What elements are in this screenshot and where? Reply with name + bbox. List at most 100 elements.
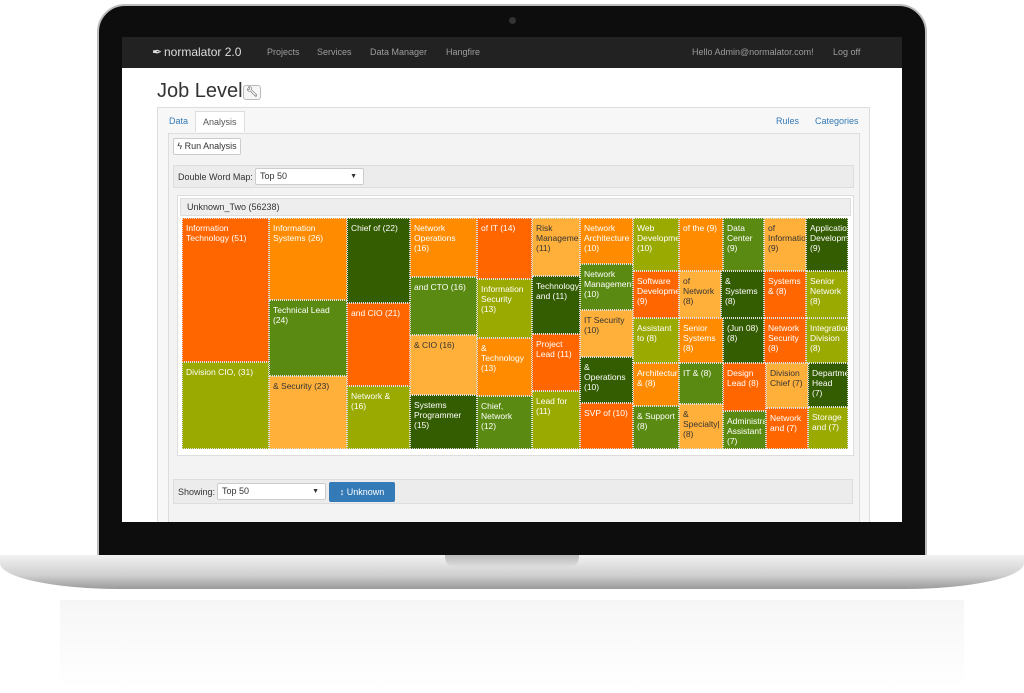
treemap-cell[interactable]: Lead for (11) [532, 391, 580, 449]
treemap-cell[interactable]: & Support (8) [633, 406, 679, 449]
treemap-cell[interactable]: of Information (9) [764, 218, 806, 271]
treemap-cell[interactable]: Assistant to (8) [633, 318, 679, 363]
treemap-cell[interactable]: Technology and (11) [532, 276, 580, 334]
wrench-icon[interactable]: 🔧︎ [243, 85, 261, 100]
treemap-cell[interactable]: Integration Division (8) [806, 318, 848, 363]
treemap-cell[interactable]: Architecture & (8) [633, 363, 679, 406]
treemap-cell[interactable]: Network Management (10) [580, 264, 633, 310]
unknown-button[interactable]: ↕ Unknown [329, 482, 395, 502]
treemap-cell-label: IT Security (10) [584, 315, 625, 335]
brand-link[interactable]: normalator 2.0 [164, 45, 242, 59]
treemap-cell-label: Chief of (22) [351, 223, 398, 233]
treemap-cell[interactable]: Network & (16) [347, 386, 410, 449]
treemap-cell[interactable]: & Technology (13) [477, 338, 532, 396]
showing-label: Showing: [178, 487, 216, 497]
nav-hangfire[interactable]: Hangfire [446, 47, 481, 57]
double-word-map-select[interactable]: Top 50 ▼ [255, 168, 364, 185]
treemap-cell-label: Senior Network (8) [810, 276, 842, 306]
showing-select[interactable]: Top 50 ▼ [217, 483, 326, 500]
treemap-cell[interactable]: and CTO (16) [410, 277, 477, 335]
treemap-cell-label: and CIO (21) [351, 308, 401, 318]
logoff-link[interactable]: Log off [833, 47, 861, 57]
treemap-cell-label: Architecture & (8) [637, 368, 679, 388]
treemap-root-header[interactable]: Unknown_Two (56238) [180, 198, 851, 216]
treemap-cell[interactable]: Information Security (13) [477, 279, 532, 338]
treemap: Information Technology (51) Division CIO,… [182, 218, 848, 449]
tab-data[interactable]: Data [169, 116, 189, 126]
treemap-cell-label: Division CIO, (31) [186, 367, 254, 377]
treemap-cell[interactable]: Division Chief (7) [766, 363, 808, 408]
treemap-cell[interactable]: Senior Systems (8) [679, 318, 723, 363]
quill-icon: ✒ [152, 45, 163, 59]
treemap-cell[interactable]: Project Lead (11) [532, 334, 580, 391]
treemap-cell[interactable]: of Network (8) [679, 271, 721, 318]
arrow-icon: ↕ [339, 487, 345, 497]
treemap-cell-label: Network Operations (16) [414, 223, 456, 253]
treemap-cell-label: Senior Systems (8) [683, 323, 716, 353]
treemap-cell-label: (Jun 08) (8) [727, 323, 759, 343]
tab-rules[interactable]: Rules [776, 116, 800, 126]
treemap-cell-label: & Specialty| (8) [683, 409, 720, 439]
nav-data-manager[interactable]: Data Manager [370, 47, 428, 57]
tab-analysis[interactable]: Analysis [195, 111, 245, 132]
treemap-cell-label: Information Systems (26) [273, 223, 324, 243]
treemap-cell-label: & Operations (10) [584, 362, 626, 392]
treemap-cell-label: Assistant to (8) [637, 323, 672, 343]
laptop-notch [445, 555, 579, 567]
treemap-cell[interactable]: and CIO (21) [347, 303, 410, 386]
treemap-cell[interactable]: Network Security (8) [764, 318, 806, 363]
treemap-cell[interactable]: IT Security (10) [580, 310, 633, 357]
treemap-cell[interactable]: Chief, Network (12) [477, 396, 532, 449]
treemap-cell-label: Chief, Network (12) [481, 401, 513, 431]
treemap-cell[interactable]: Software Development (9) [633, 271, 679, 318]
treemap-cell-label: Information Technology (51) [186, 223, 247, 243]
treemap-cell[interactable]: Design Lead (8) [723, 363, 766, 411]
treemap-cell[interactable]: (Jun 08) (8) [723, 318, 764, 363]
treemap-cell-label: IT & (8) [683, 368, 712, 378]
treemap-cell[interactable]: Division CIO, (31) [182, 362, 269, 449]
treemap-cell[interactable]: Senior Network (8) [806, 271, 848, 318]
treemap-cell[interactable]: Application Development (9) [806, 218, 848, 271]
treemap-cell-label: & CIO (16) [414, 340, 455, 350]
treemap-cell-label: Lead for (11) [536, 396, 568, 416]
treemap-cell-label: Technical Lead (24) [273, 305, 330, 325]
treemap-cell[interactable]: Administrative Assistant (7) [723, 411, 766, 449]
nav-projects[interactable]: Projects [267, 47, 300, 57]
treemap-cell[interactable]: Risk Management (11) [532, 218, 580, 276]
treemap-cell-label: Software Development (9) [637, 276, 678, 306]
treemap-cell-label: Information Security (13) [481, 284, 524, 314]
unknown-label: Unknown [346, 487, 385, 497]
treemap-cell-label: Data Center (9) [727, 223, 753, 253]
double-word-map-bar: Double Word Map: Top 50 ▼ [173, 165, 854, 188]
treemap-cell-label: Network Management (10) [584, 269, 633, 299]
user-greeting[interactable]: Hello Admin@normalator.com! [692, 47, 814, 57]
treemap-cell[interactable]: & CIO (16) [410, 335, 477, 395]
treemap-cell[interactable]: Network Operations (16) [410, 218, 477, 277]
treemap-cell[interactable]: Network Architecture (10) [580, 218, 633, 264]
treemap-cell[interactable]: Chief of (22) [347, 218, 410, 303]
treemap-cell[interactable]: & Specialty| (8) [679, 404, 723, 449]
treemap-cell[interactable]: Information Technology (51) [182, 218, 269, 362]
caret-down-icon: ▼ [312, 488, 319, 495]
treemap-cell[interactable]: Technical Lead (24) [269, 300, 347, 376]
treemap-cell[interactable]: SVP of (10) [580, 403, 633, 449]
tab-categories[interactable]: Categories [815, 116, 859, 126]
treemap-cell[interactable]: Data Center (9) [723, 218, 764, 271]
treemap-cell[interactable]: Network and (7) [766, 408, 808, 449]
nav-services[interactable]: Services [317, 47, 352, 57]
treemap-cell[interactable]: & Operations (10) [580, 357, 633, 403]
treemap-cell[interactable]: & Security (23) [269, 376, 347, 449]
treemap-cell[interactable]: of IT (14) [477, 218, 532, 279]
run-analysis-button[interactable]: ϟ Run Analysis [173, 138, 241, 155]
treemap-cell[interactable]: Department Head (7) [808, 363, 848, 407]
treemap-cell-label: Network Architecture (10) [584, 223, 630, 253]
treemap-cell[interactable]: of the (9) [679, 218, 723, 271]
treemap-cell[interactable]: Storage and (7) [808, 407, 848, 449]
treemap-cell[interactable]: Information Systems (26) [269, 218, 347, 300]
treemap-cell[interactable]: IT & (8) [679, 363, 723, 404]
treemap-cell[interactable]: Systems Programmer (15) [410, 395, 477, 449]
treemap-cell-label: & Security (23) [273, 381, 330, 391]
treemap-cell[interactable]: Web Development (10) [633, 218, 679, 271]
treemap-cell[interactable]: Systems & (8) [764, 271, 806, 318]
treemap-cell[interactable]: & Systems (8) [721, 271, 764, 318]
